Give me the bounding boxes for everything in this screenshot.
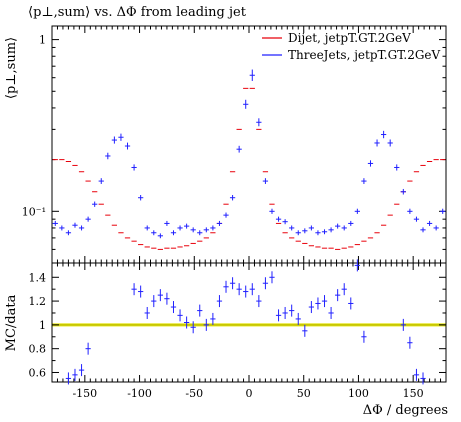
x-tick-label: 150 xyxy=(403,387,424,400)
chart-title: ⟨p⊥,sum⟩ vs. ΔΦ from leading jet xyxy=(28,5,247,20)
ratio-y-tick-label: 1.2 xyxy=(29,295,47,308)
legend-label: Dijet, jetpT.GT.2GeV xyxy=(288,31,411,45)
x-tick-label: 50 xyxy=(297,387,311,400)
x-tick-label: 100 xyxy=(348,387,369,400)
ratio-y-tick-label: 1.4 xyxy=(29,271,47,284)
x-tick-label: -150 xyxy=(72,387,97,400)
x-axis-label: ΔΦ / degrees xyxy=(363,403,448,418)
x-tick-label: 0 xyxy=(246,387,253,400)
x-tick-label: -50 xyxy=(185,387,203,400)
ratio-y-tick-label: 1 xyxy=(39,319,46,332)
legend: Dijet, jetpT.GT.2GeV ThreeJets, jetpT.GT.… xyxy=(262,31,441,62)
ratio-plot-panel: 0.6 0.8 1 1.2 1.4 -150 -100 -50 0 50 100 150 xyxy=(29,259,447,400)
series-ratio-threejets xyxy=(65,259,426,385)
x-tick-label: -100 xyxy=(127,387,152,400)
top-y-axis-label: ⟨p⊥,sum⟩ xyxy=(4,37,19,99)
bottom-panel-frame xyxy=(51,262,447,383)
y-tick-label: 10⁻¹ xyxy=(22,205,46,218)
series-dijet xyxy=(52,87,446,250)
ratio-y-tick-label: 0.6 xyxy=(29,366,47,379)
legend-label: ThreeJets, jetpT.GT.2GeV xyxy=(288,48,441,62)
series-threejets xyxy=(52,69,446,239)
y-tick-label: 1 xyxy=(39,34,46,47)
bottom-y-axis-label: MC/data xyxy=(4,294,19,351)
ratio-y-tick-label: 0.8 xyxy=(29,343,47,356)
